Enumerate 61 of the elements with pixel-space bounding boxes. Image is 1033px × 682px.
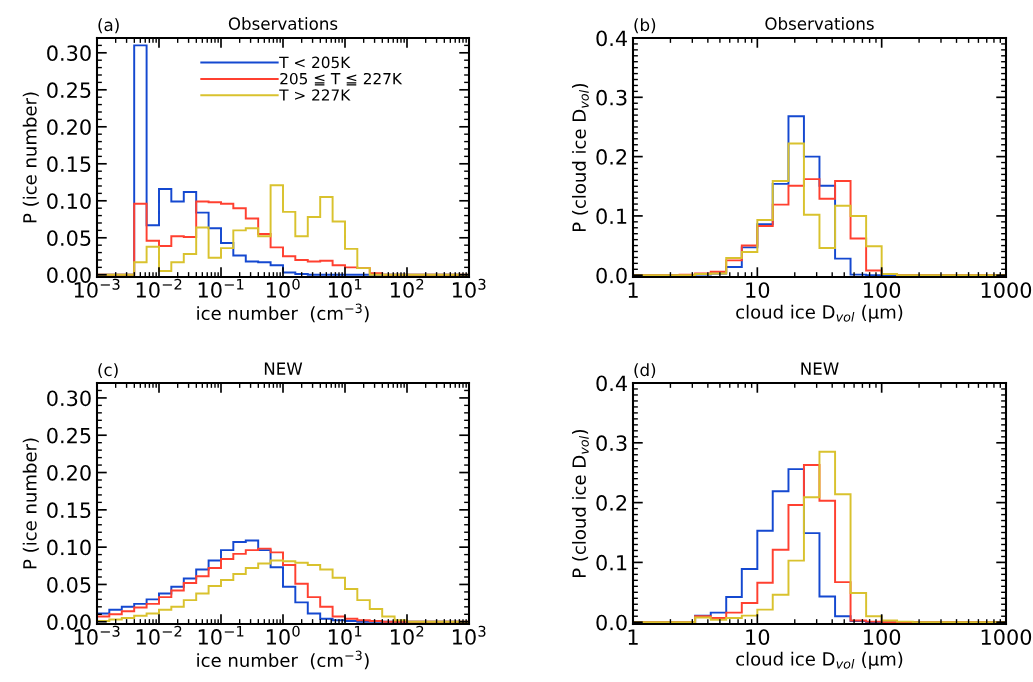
x-axis-title: ice number (cm$^{−3}$) <box>197 650 369 670</box>
y-tick-label: 0.10 <box>47 193 91 209</box>
text: (d) <box>634 363 656 379</box>
y-tick-label: 0.0 <box>596 267 627 284</box>
chart-title: NEW <box>801 362 839 375</box>
y-tick-label: 0.05 <box>47 576 91 593</box>
y-tick-label: 0.1 <box>596 554 627 571</box>
text: (b) <box>634 18 656 34</box>
y-tick-label: 0.4 <box>596 375 627 392</box>
x-axis-title: cloud ice D$_{vol}$ (μm) <box>736 651 903 670</box>
x-tick-label: 1 <box>628 282 638 298</box>
y-tick-label: 0.25 <box>47 82 91 99</box>
y-tick-label: 0.0 <box>596 614 627 631</box>
legend-label: T > 227K <box>279 89 351 101</box>
y-tick-label: 0.05 <box>47 230 91 246</box>
x-tick-label: 10$^{2}$ <box>390 278 424 298</box>
x-tick-label: 1 <box>628 629 638 645</box>
y-axis-title: P (cloud ice D$_{vol}$) <box>571 429 589 578</box>
x-tick-label: 10$^{1}$ <box>328 625 362 645</box>
y-tick-label: 0.2 <box>596 495 627 511</box>
y-tick-label: 0.20 <box>47 119 91 135</box>
x-tick-label: 100 <box>864 629 901 645</box>
y-axis-title: P (ice number) <box>22 438 39 569</box>
x-axis-title: cloud ice D$_{vol}$ (μm) <box>736 304 903 323</box>
x-axis-title: ice number (cm$^{−3}$) <box>197 303 369 323</box>
y-tick-label: 0.30 <box>47 45 91 62</box>
y-tick-label: 0.25 <box>47 427 91 444</box>
chart-title: NEW <box>264 362 303 375</box>
x-tick-label: 10$^{−2}$ <box>136 625 182 645</box>
x-tick-label: 10$^{3}$ <box>452 278 486 298</box>
y-tick-label: 0.10 <box>47 539 91 556</box>
y-tick-label: 0.15 <box>47 156 91 172</box>
legend-label: T < 205K <box>279 56 351 69</box>
text: (c) <box>98 363 118 379</box>
x-tick-label: 10$^{0}$ <box>266 278 300 298</box>
chart-title: Observations <box>765 17 874 30</box>
x-tick-label: 10$^{−1}$ <box>198 625 244 645</box>
x-tick-label: 1000 <box>981 282 1032 298</box>
x-tick-label: 10$^{1}$ <box>328 278 362 298</box>
x-tick-label: 1000 <box>981 629 1032 645</box>
x-tick-label: 10$^{0}$ <box>266 625 300 645</box>
y-tick-label: 0.1 <box>596 208 627 225</box>
x-tick-label: 10 <box>746 629 770 645</box>
chart-title: Observations <box>228 17 338 30</box>
x-tick-label: 10 <box>746 282 770 298</box>
y-axis-title: P (cloud ice D$_{vol}$) <box>571 83 589 232</box>
x-tick-label: 100 <box>864 282 901 298</box>
x-tick-label: 10$^{3}$ <box>452 625 486 645</box>
y-tick-label: 0.3 <box>596 435 627 452</box>
y-tick-label: 0.4 <box>596 30 627 47</box>
y-tick-label: 0.20 <box>47 464 91 481</box>
x-tick-label: 10$^{−2}$ <box>136 278 182 298</box>
y-tick-label: 0.15 <box>47 502 91 519</box>
y-axis-title: P (ice number) <box>22 92 39 223</box>
legend-label: 205 ≦ T ≦ 227K <box>280 72 403 86</box>
x-tick-label: 10$^{−1}$ <box>198 278 244 298</box>
y-tick-label: 0.3 <box>596 89 627 106</box>
y-tick-label: 0.30 <box>47 390 91 407</box>
y-tick-label: 0.2 <box>596 149 627 165</box>
text: (a) <box>98 18 119 34</box>
x-tick-label: 10$^{2}$ <box>390 625 424 645</box>
